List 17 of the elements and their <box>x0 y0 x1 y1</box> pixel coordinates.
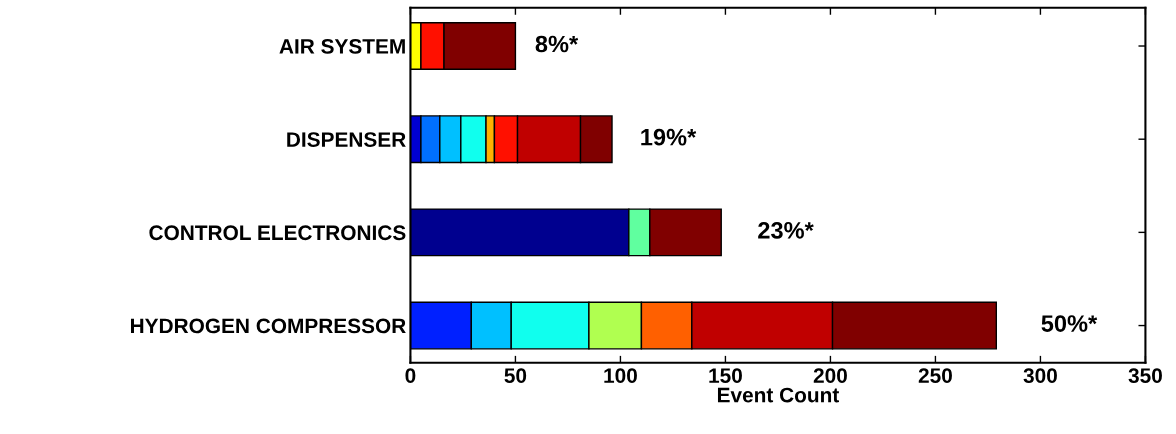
x-tick-label: 250 <box>918 368 952 383</box>
y-tick-label: AIR SYSTEM <box>279 39 405 54</box>
x-axis-title: Event Count <box>717 387 840 403</box>
x-tick-label: 0 <box>405 368 416 383</box>
x-tick-label: 350 <box>1128 368 1162 384</box>
y-tick-label: CONTROL ELECTRONICS <box>149 225 406 241</box>
annotation: 50%* <box>1041 315 1098 332</box>
y-tick-label: HYDROGEN COMPRESSOR <box>130 318 406 334</box>
annotation: 8%* <box>535 35 579 53</box>
x-tick-label: 150 <box>709 368 742 383</box>
x-tick-label: 200 <box>813 368 847 383</box>
x-tick-label: 300 <box>1023 368 1057 384</box>
annotation: 19%* <box>641 128 697 146</box>
y-tick-label: DISPENSER <box>287 132 406 147</box>
x-tick-label: 100 <box>604 368 637 383</box>
annotation: 23%* <box>758 221 814 239</box>
x-tick-label: 50 <box>504 368 527 383</box>
